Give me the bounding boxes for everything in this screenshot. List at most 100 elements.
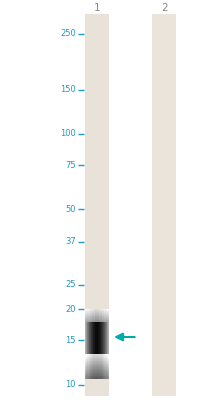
Bar	[85, 376, 86, 377]
Bar	[101, 359, 103, 360]
Bar	[104, 314, 106, 315]
Bar	[106, 361, 107, 362]
Bar	[85, 14, 109, 396]
Bar	[105, 362, 106, 363]
Bar	[101, 375, 103, 376]
Bar	[99, 377, 100, 378]
Bar	[86, 366, 87, 367]
Bar	[95, 368, 97, 369]
Bar	[103, 354, 104, 355]
Bar	[106, 375, 107, 376]
Bar	[101, 315, 104, 316]
Bar	[85, 369, 86, 370]
Bar	[87, 318, 90, 319]
Bar	[89, 361, 91, 362]
Bar	[101, 374, 103, 375]
Bar	[106, 355, 107, 356]
Bar	[101, 310, 104, 311]
Bar	[89, 376, 91, 377]
Bar	[108, 322, 109, 354]
Bar	[105, 354, 106, 355]
Bar	[94, 364, 95, 365]
Bar	[87, 360, 88, 361]
Bar	[92, 313, 94, 314]
Bar	[106, 318, 109, 319]
Bar	[96, 317, 99, 318]
Bar	[105, 367, 106, 368]
Bar	[91, 364, 92, 365]
Bar	[106, 321, 109, 322]
Bar	[105, 375, 106, 376]
Bar	[98, 354, 99, 355]
Bar	[87, 311, 90, 312]
Bar	[85, 373, 86, 374]
Bar	[92, 311, 94, 312]
Bar	[99, 357, 100, 358]
Bar	[95, 378, 97, 379]
Bar	[91, 367, 92, 368]
Bar	[85, 320, 87, 321]
Bar	[98, 364, 99, 365]
Bar	[107, 364, 109, 365]
Bar	[89, 375, 91, 376]
Bar	[91, 374, 92, 375]
Bar	[101, 360, 103, 361]
Bar	[106, 315, 109, 316]
Bar	[105, 371, 106, 372]
Bar	[106, 373, 107, 374]
Bar	[106, 371, 107, 372]
Bar	[103, 371, 104, 372]
Bar	[106, 357, 107, 358]
Bar	[92, 357, 93, 358]
Bar	[98, 369, 99, 370]
Bar	[103, 360, 104, 361]
Bar	[85, 374, 86, 375]
Bar	[98, 374, 99, 375]
Bar	[107, 360, 109, 361]
Bar	[92, 321, 94, 322]
Bar	[88, 363, 90, 364]
Text: 75: 75	[65, 160, 76, 170]
Bar	[100, 354, 101, 355]
Bar	[98, 356, 99, 357]
Bar	[94, 357, 95, 358]
Bar	[98, 375, 99, 376]
Bar	[99, 318, 101, 319]
Bar	[91, 362, 92, 363]
Bar	[85, 309, 87, 310]
Bar	[103, 368, 104, 369]
Bar	[89, 364, 91, 365]
Bar	[100, 372, 101, 373]
Bar	[103, 366, 104, 367]
Bar	[91, 361, 92, 362]
Bar	[98, 373, 99, 374]
Bar	[87, 363, 88, 364]
Bar	[104, 373, 105, 374]
Bar	[99, 362, 100, 363]
Bar	[87, 319, 90, 320]
Bar	[103, 355, 104, 356]
Bar	[98, 359, 99, 360]
Bar	[94, 360, 95, 361]
Bar	[107, 358, 109, 359]
Bar	[95, 359, 97, 360]
Bar	[105, 358, 106, 359]
Bar	[99, 376, 100, 377]
Bar	[85, 365, 86, 366]
Bar	[103, 363, 104, 364]
Bar	[98, 361, 99, 362]
Bar	[93, 355, 94, 356]
Bar	[106, 356, 107, 357]
Bar	[98, 362, 99, 363]
Bar	[104, 369, 105, 370]
Bar	[95, 372, 97, 373]
Bar	[92, 362, 93, 363]
Bar	[99, 316, 101, 317]
Bar	[86, 357, 87, 358]
Bar	[86, 365, 87, 366]
Bar	[95, 362, 97, 363]
Bar	[87, 357, 88, 358]
Bar	[91, 357, 92, 358]
Bar	[99, 317, 101, 318]
Bar	[92, 359, 93, 360]
